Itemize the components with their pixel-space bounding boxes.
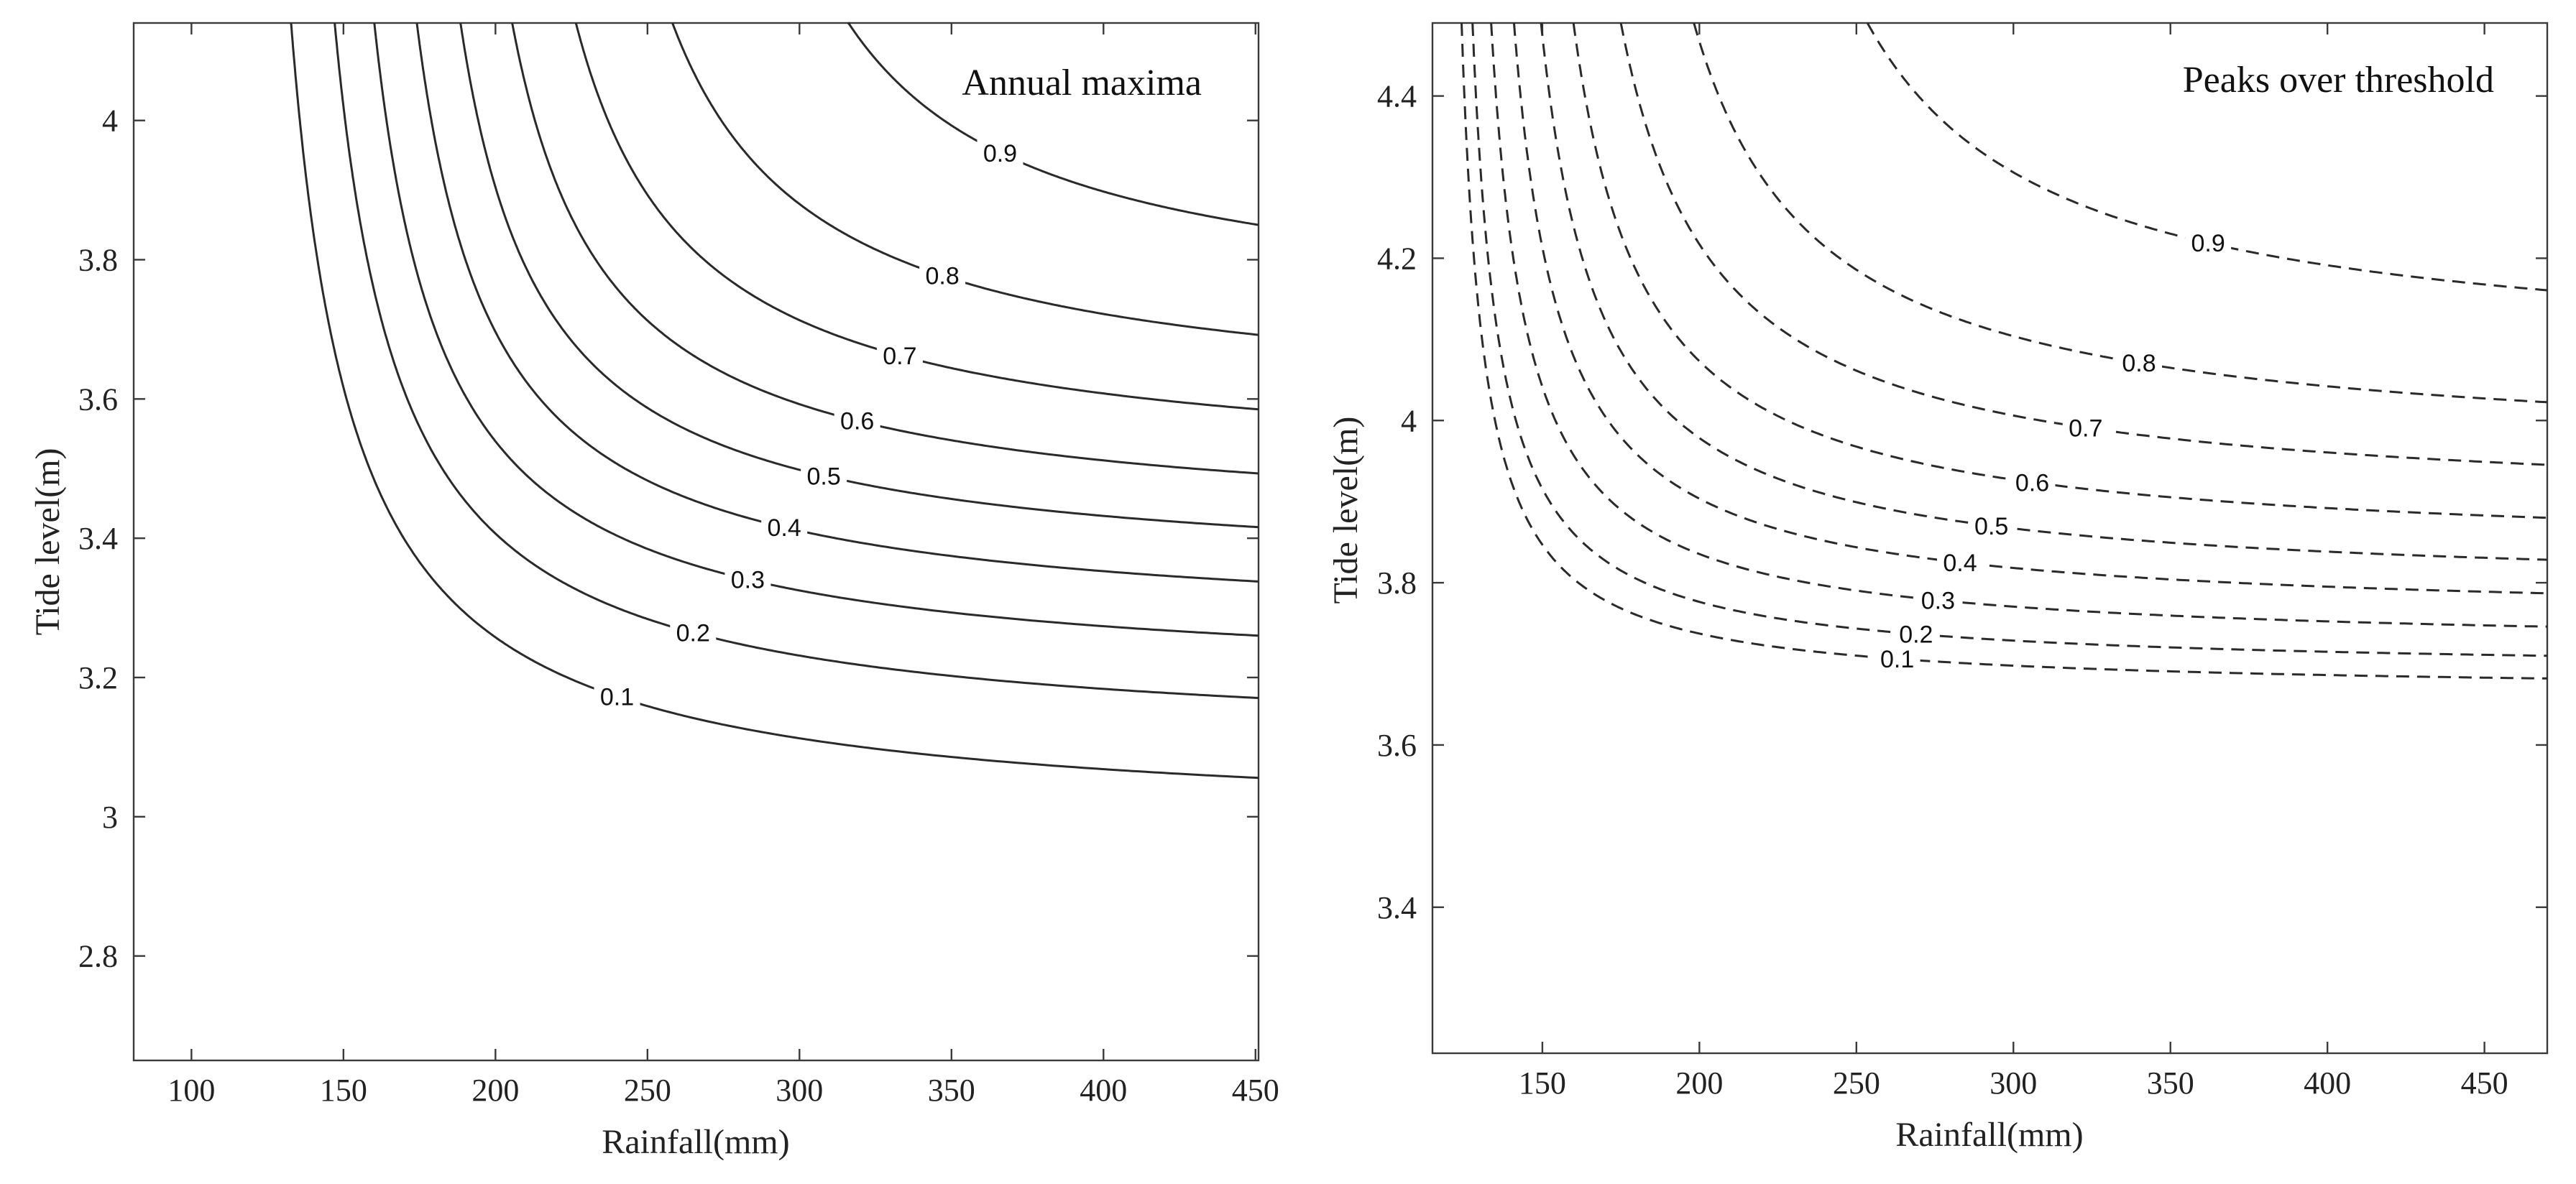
contour-label-gap (2062, 413, 2109, 443)
contour-label-0.2: 0.2 (676, 620, 710, 647)
peaks-over-threshold-panel: 150 200 250 300 350 400 450 3.4 3.6 3.8 4 4.2 4.4 0.… (1327, 22, 2549, 1154)
y-tick-label: 3.6 (1377, 728, 1417, 763)
y-tick-label: 3.6 (78, 381, 118, 417)
contour-line-0.2 (1471, 23, 2548, 657)
annual-maxima-contour-labels: 0.1 0.2 0.30.40.5 0.6 0.7 0.8 0.9 (594, 138, 1024, 711)
peaks-over-threshold-contour-labels: 0.10.2 0.3 0.4 0.5 0.6 0.7 0.8 0.9 (1874, 228, 2232, 674)
x-tick-label: 450 (2461, 1065, 2508, 1101)
contour-label-gap (2116, 348, 2163, 378)
contour-line-0.7 (1619, 22, 2548, 466)
contour-line-0.4 (415, 23, 1259, 583)
peaks-over-threshold-x-axis-label: Rainfall(mm) (1895, 1116, 2083, 1154)
contour-line-0.5 (459, 22, 1259, 529)
x-tick-label: 150 (1519, 1065, 1566, 1101)
contour-label-gap (1968, 511, 2015, 540)
x-tick-label: 300 (1990, 1065, 2037, 1101)
contour-line-0.8 (671, 22, 1259, 336)
peaks-over-threshold-title: Peaks over threshold (2183, 60, 2494, 101)
peaks-over-threshold-plot-frame (1431, 22, 2549, 1055)
annual-maxima-panel: 100 150 200 250 300 350 400 450 2.8 3 3.2 3.4 3.6 3.8… (29, 22, 1279, 1161)
x-tick-label: 150 (320, 1073, 367, 1108)
contour-label-gap (919, 261, 966, 290)
contour-line-0.3 (373, 22, 1259, 637)
contour-label-gap (1892, 619, 1939, 649)
peaks-over-threshold-y-axis-label: Tide level(m) (1327, 417, 1365, 604)
annual-maxima-contours (290, 22, 1259, 780)
contour-label-0.6: 0.6 (2015, 469, 2049, 496)
y-tick-label: 4.4 (1377, 79, 1417, 114)
contour-label-0.9: 0.9 (2191, 230, 2225, 257)
contour-line-0.4 (1513, 22, 2548, 595)
contour-label-gap (670, 618, 717, 647)
contour-line-0.8 (1693, 22, 2548, 404)
contour-label-0.3: 0.3 (731, 567, 765, 594)
x-tick-label: 350 (928, 1073, 975, 1108)
contour-label-gap (801, 461, 847, 491)
x-tick-label: 250 (624, 1073, 671, 1108)
y-tick-label: 4 (1401, 403, 1417, 438)
contour-label-0.8: 0.8 (925, 263, 959, 290)
contour-label-gap (724, 565, 771, 594)
contour-label-0.7: 0.7 (883, 343, 916, 370)
contour-label-gap (2009, 468, 2056, 497)
x-tick-label: 200 (1675, 1065, 1723, 1101)
y-tick-label: 3.4 (78, 521, 118, 556)
x-tick-label: 350 (2147, 1065, 2194, 1101)
contour-label-0.4: 0.4 (768, 514, 801, 542)
contour-label-0.8: 0.8 (2122, 350, 2156, 377)
y-tick-label: 3.8 (78, 243, 118, 278)
contour-label-gap (761, 512, 808, 542)
annual-maxima-x-axis-label: Rainfall(mm) (602, 1123, 789, 1161)
y-tick-label: 3 (102, 800, 118, 835)
contour-label-0.9: 0.9 (983, 140, 1017, 167)
contour-line-0.9 (1866, 22, 2548, 292)
annual-maxima-ticks: 100 150 200 250 300 350 400 450 2.8 3 3.2 3.4 3.6 3.8… (78, 23, 1279, 1108)
contour-label-0.3: 0.3 (1921, 587, 1955, 614)
contour-line-0.1 (1460, 23, 2548, 680)
contour-label-0.6: 0.6 (840, 408, 874, 435)
contour-label-0.4: 0.4 (1943, 550, 1977, 577)
contour-label-gap (977, 138, 1024, 167)
contour-label-gap (876, 341, 923, 370)
peaks-over-threshold-contours (1460, 22, 2548, 680)
contour-line-0.7 (574, 22, 1259, 411)
contour-label-0.2: 0.2 (1899, 621, 1933, 649)
contour-label-0.1: 0.1 (1880, 646, 1914, 673)
contour-label-gap (594, 682, 640, 711)
x-tick-label: 100 (167, 1073, 215, 1108)
y-tick-label: 2.8 (78, 939, 118, 974)
x-tick-label: 300 (776, 1073, 823, 1108)
contour-label-gap (2185, 228, 2232, 258)
y-tick-label: 4 (102, 103, 118, 139)
contour-line-0.9 (847, 22, 1259, 226)
x-tick-label: 200 (472, 1073, 519, 1108)
contour-line-0.3 (1490, 22, 2548, 628)
x-tick-label: 400 (1080, 1073, 1127, 1108)
contour-label-0.1: 0.1 (600, 684, 634, 711)
x-tick-label: 450 (1232, 1073, 1279, 1108)
contour-label-gap (1936, 547, 1983, 577)
y-tick-label: 3.4 (1377, 890, 1417, 925)
contour-label-gap (1915, 586, 1961, 615)
contour-label-0.5: 0.5 (807, 463, 841, 490)
y-tick-label: 3.8 (1377, 565, 1417, 601)
y-tick-label: 3.2 (78, 660, 118, 695)
contour-line-0.2 (334, 23, 1259, 699)
contour-label-0.7: 0.7 (2069, 415, 2102, 442)
annual-maxima-y-axis-label: Tide level(m) (29, 448, 67, 636)
contour-line-0.6 (1572, 23, 2548, 519)
contour-line-0.1 (290, 23, 1259, 780)
annual-maxima-plot-frame (132, 22, 1260, 1062)
contour-label-gap (834, 406, 880, 435)
annual-maxima-title: Annual maxima (962, 63, 1202, 103)
peaks-over-threshold-ticks: 150 200 250 300 350 400 450 3.4 3.6 3.8 4 4.2 4.4 (1377, 23, 2547, 1101)
y-tick-label: 4.2 (1377, 241, 1417, 276)
x-tick-label: 400 (2304, 1065, 2351, 1101)
contour-line-0.6 (511, 22, 1259, 475)
contour-label-gap (1874, 644, 1920, 674)
x-tick-label: 250 (1833, 1065, 1880, 1101)
contour-label-0.5: 0.5 (1974, 513, 2008, 540)
